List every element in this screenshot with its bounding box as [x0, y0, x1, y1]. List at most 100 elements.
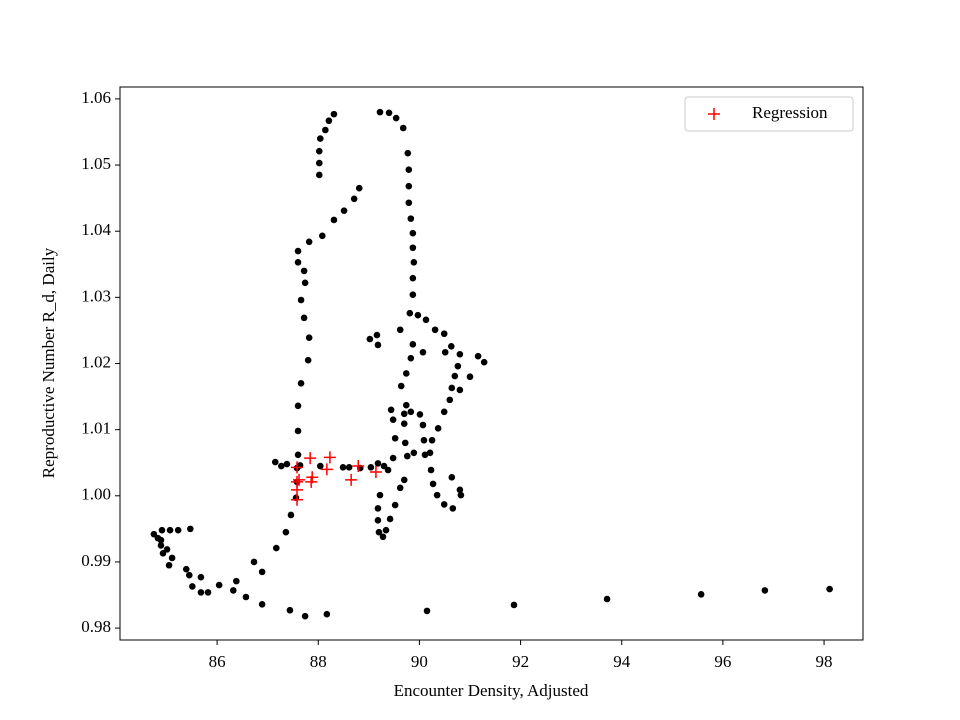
point	[185, 571, 193, 579]
point	[304, 356, 312, 364]
point	[322, 126, 329, 134]
point	[197, 573, 205, 581]
y-tick-label: 0.99	[81, 551, 111, 570]
x-axis-label: Encounter Density, Adjusted	[394, 681, 589, 700]
point	[434, 425, 442, 432]
point	[366, 335, 374, 343]
point	[441, 348, 449, 356]
y-tick-label: 1.05	[81, 154, 111, 173]
point	[258, 568, 266, 576]
point	[323, 610, 331, 618]
point	[157, 536, 165, 544]
point	[389, 454, 397, 462]
point	[158, 526, 166, 534]
plus-marker	[323, 451, 336, 464]
point	[294, 247, 302, 255]
point	[375, 528, 383, 536]
point	[229, 587, 237, 594]
point	[355, 184, 363, 192]
point	[440, 330, 448, 338]
x-tick-label: 94	[613, 652, 631, 671]
point	[456, 386, 464, 394]
point	[374, 460, 382, 467]
x-tick-label: 96	[714, 652, 731, 671]
point	[250, 558, 258, 566]
point	[406, 309, 414, 317]
legend-label: Regression	[752, 103, 828, 122]
y-tick-label: 1.00	[81, 485, 111, 504]
point	[325, 117, 333, 125]
legend-box	[684, 96, 854, 132]
point	[316, 135, 324, 142]
point	[697, 591, 705, 598]
point	[278, 462, 285, 470]
plus-marker	[291, 461, 304, 474]
point	[457, 491, 465, 499]
point	[422, 316, 430, 324]
point	[409, 229, 417, 237]
point	[404, 149, 412, 157]
point	[392, 114, 400, 122]
point	[440, 408, 448, 416]
point	[384, 466, 392, 474]
point	[374, 341, 382, 349]
point	[409, 244, 417, 252]
point	[315, 147, 323, 155]
point	[428, 436, 436, 444]
point	[163, 546, 171, 553]
point	[396, 326, 404, 334]
point	[400, 420, 408, 427]
point	[305, 334, 313, 342]
point	[294, 451, 302, 459]
y-tick-label: 0.98	[81, 617, 111, 636]
plus-marker	[293, 473, 306, 486]
legend-marker	[708, 108, 720, 120]
point	[294, 427, 302, 435]
plus-marker	[306, 471, 319, 484]
point	[157, 542, 165, 549]
point	[396, 484, 404, 492]
point	[166, 526, 174, 534]
point	[407, 354, 415, 362]
point	[297, 380, 305, 387]
point	[294, 258, 302, 266]
y-tick-label: 1.06	[81, 88, 111, 107]
x-tick-label: 86	[209, 652, 226, 671]
point	[426, 449, 434, 457]
point	[414, 311, 422, 319]
point	[405, 199, 413, 207]
point	[159, 550, 167, 557]
point	[233, 577, 240, 585]
point	[448, 384, 456, 392]
point	[419, 348, 427, 356]
point	[456, 350, 464, 358]
point	[174, 526, 182, 534]
point	[350, 195, 358, 203]
point	[391, 434, 399, 442]
point	[340, 207, 348, 214]
point	[510, 601, 518, 609]
point	[271, 458, 279, 466]
point	[258, 600, 266, 608]
y-tick-label: 1.02	[81, 352, 111, 371]
point	[283, 460, 291, 468]
point	[197, 589, 205, 596]
point	[421, 451, 429, 459]
point	[456, 486, 464, 494]
point	[409, 291, 417, 299]
point	[416, 411, 424, 418]
point	[319, 232, 326, 240]
x-tick-label: 92	[512, 652, 529, 671]
point	[410, 449, 418, 457]
point	[423, 607, 431, 615]
point	[305, 238, 313, 246]
point	[389, 416, 397, 424]
y-tick-label: 1.04	[81, 220, 111, 239]
plus-marker	[304, 452, 317, 465]
point	[242, 593, 250, 601]
point	[374, 516, 382, 524]
point	[339, 464, 347, 471]
point	[367, 464, 375, 471]
point	[315, 159, 323, 167]
